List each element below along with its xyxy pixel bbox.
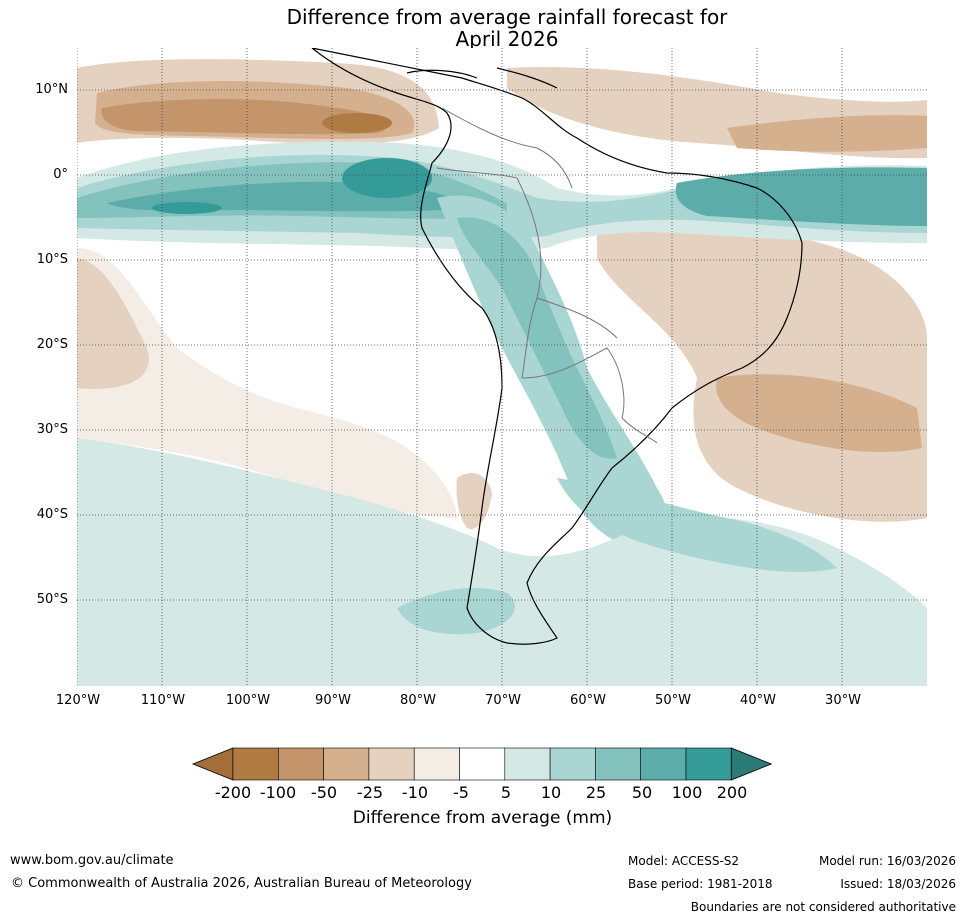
- lon-label: 70°W: [485, 693, 521, 708]
- lon-label: 90°W: [315, 693, 351, 708]
- footer-model: Model: ACCESS-S2: [628, 854, 740, 868]
- lat-label: 50°S: [36, 592, 68, 607]
- rainfall-map: [77, 48, 927, 686]
- lon-label: 30°W: [825, 693, 861, 708]
- dry-core-atlantic-north: [727, 115, 927, 152]
- lon-label: 60°W: [570, 693, 606, 708]
- legend-tick: 50: [631, 783, 653, 802]
- map-title-line1: Difference from average rainfall forecas…: [286, 5, 728, 29]
- legend-tick: -5: [453, 783, 469, 802]
- legend-swatch: [504, 747, 551, 781]
- footer-copyright: © Commonwealth of Australia 2026, Austra…: [11, 876, 472, 891]
- legend-swatch: [232, 747, 279, 781]
- wet-tongue-core: [457, 217, 617, 459]
- legend-units-label: Difference from average (mm): [352, 808, 613, 828]
- legend-swatch: [595, 747, 641, 781]
- legend-swatch: [549, 747, 596, 781]
- legend-swatch: [685, 747, 732, 781]
- country-borders: [436, 107, 658, 444]
- lon-label: 100°W: [225, 693, 271, 708]
- map-title-line2: April 2026: [455, 27, 559, 51]
- legend-arrow-low: [191, 747, 234, 781]
- legend-tick: 5: [500, 783, 512, 802]
- lon-label: 120°W: [55, 693, 101, 708]
- legend-swatch: [368, 747, 415, 781]
- wet-core-argentina-sea: [557, 478, 837, 573]
- color-legend: [191, 747, 773, 781]
- legend-tick: -50: [310, 783, 338, 802]
- dry-core-pacific-south: [77, 258, 149, 389]
- footer-model-run: Model run: 16/03/2026: [818, 854, 956, 868]
- lon-label: 50°W: [655, 693, 691, 708]
- lat-label: 40°S: [36, 507, 68, 522]
- dry-core-brazil-east: [716, 374, 922, 452]
- wet-core-south: [397, 588, 516, 635]
- lat-label: 0°: [53, 167, 68, 182]
- legend-swatch: [459, 747, 506, 781]
- dry-strip-chile: [456, 473, 492, 529]
- rainfall-anomaly-field: [77, 59, 927, 686]
- lon-label: 80°W: [400, 693, 436, 708]
- legend-swatch: [640, 747, 687, 781]
- dry-area-pacific-south: [77, 248, 457, 518]
- lon-label: 110°W: [140, 693, 186, 708]
- footer-issued: Issued: 18/03/2026: [840, 877, 956, 891]
- legend-swatch: [413, 747, 460, 781]
- legend-tick: 10: [540, 783, 562, 802]
- legend-tick: -100: [259, 783, 297, 802]
- dry-inner-pacific-north: [101, 99, 387, 135]
- footer-base-period: Base period: 1981-2018: [628, 877, 773, 891]
- lat-label: 30°S: [36, 422, 68, 437]
- footer-url[interactable]: www.bom.gov.au/climate: [10, 853, 174, 868]
- legend-tick: 25: [585, 783, 607, 802]
- legend-tick: 200: [716, 783, 748, 802]
- lat-label: 10°S: [36, 252, 68, 267]
- legend-arrow-high: [730, 747, 773, 781]
- legend-tick: 100: [671, 783, 703, 802]
- legend-swatch: [323, 747, 370, 781]
- lat-label: 20°S: [36, 337, 68, 352]
- legend-swatch: [278, 747, 324, 781]
- footer-disclaimer: Boundaries are not considered authoritat…: [690, 900, 956, 914]
- legend-tick: -10: [401, 783, 429, 802]
- legend-tick: -200: [214, 783, 252, 802]
- lon-label: 40°W: [740, 693, 776, 708]
- legend-tick: -25: [356, 783, 384, 802]
- graticule: [77, 48, 927, 686]
- lat-label: 10°N: [35, 82, 68, 97]
